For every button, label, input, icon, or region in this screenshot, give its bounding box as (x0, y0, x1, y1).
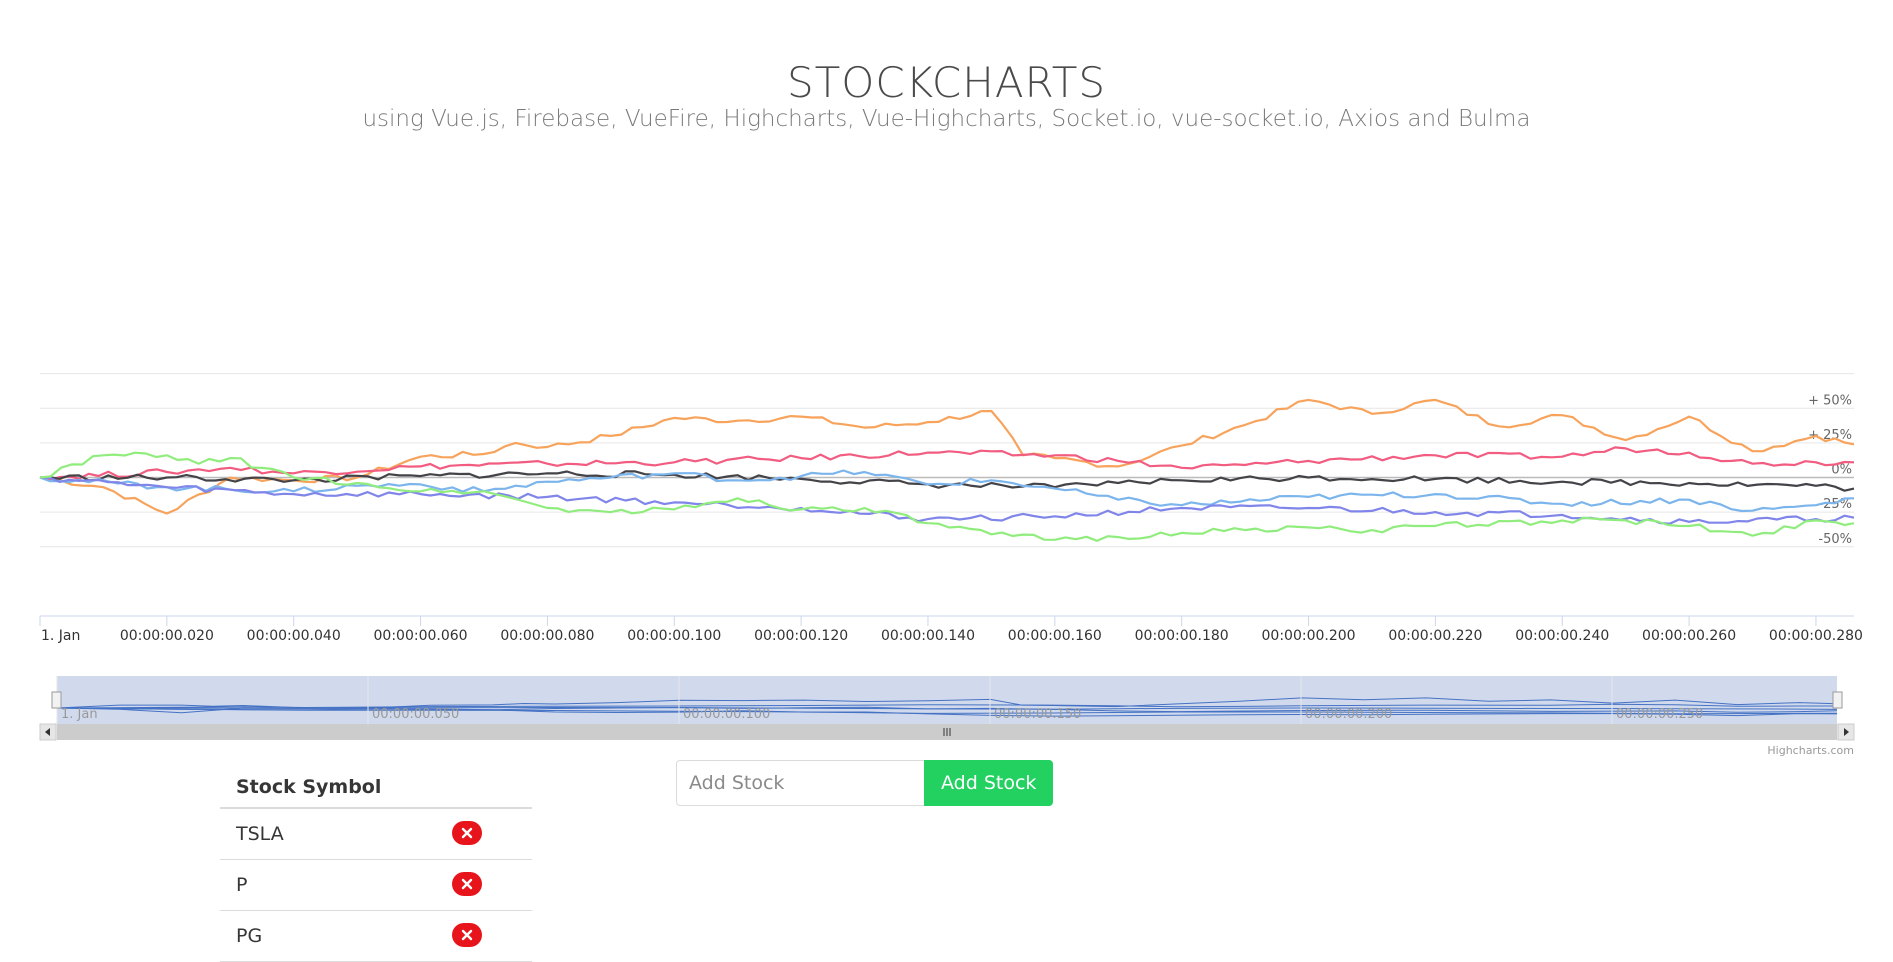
arrow-left-icon[interactable] (39, 723, 57, 741)
stock-chart[interactable]: 1. Jan 00:00:00.020 00:00:00.040 00:00:00.0… (0, 250, 1893, 770)
x-tick-label: 00:00:00.200 (1262, 628, 1356, 644)
series-line[interactable] (39, 446, 1855, 482)
navigator-line (56, 706, 1838, 713)
x-tick-label: 00:00:00.160 (1008, 628, 1102, 644)
x-tick-label: 00:00:00.260 (1642, 628, 1736, 644)
x-tick-label: 00:00:00.080 (500, 628, 594, 644)
navigator-handle-left[interactable] (51, 691, 62, 709)
navigator-line (56, 703, 1837, 709)
stock-symbol: PG (236, 925, 263, 947)
navigator-label: 00:00:00.150 (994, 707, 1081, 722)
navigator-label: 00:00:00.050 (372, 707, 459, 722)
page-subtitle: using Vue.js, Firebase, VueFire, Highcha… (362, 106, 1531, 132)
x-tick-label: 00:00:00.280 (1769, 628, 1863, 644)
close-icon (461, 827, 473, 839)
navigator-mask[interactable] (57, 676, 1837, 726)
navigator-label: 1. Jan (61, 707, 98, 722)
chart-series (39, 398, 1855, 542)
x-tick-label: 00:00:00.140 (881, 628, 975, 644)
series-line[interactable] (39, 469, 1855, 513)
x-axis: 1. Jan 00:00:00.020 00:00:00.040 00:00:00.0… (39, 615, 1863, 644)
delete-stock-button[interactable] (452, 821, 482, 845)
y-tick-label: -50% (1818, 532, 1852, 547)
navigator-line (56, 704, 1838, 717)
x-tick-label: 00:00:00.100 (627, 628, 721, 644)
table-header: Stock Symbol (220, 765, 532, 809)
series-line[interactable] (39, 451, 1855, 542)
navigator-scrollbar[interactable] (39, 723, 1855, 741)
stock-table: Stock Symbol TSLA P PG (220, 765, 532, 962)
series-line[interactable] (39, 470, 1855, 492)
chart-credits[interactable]: Highcharts.com (1767, 744, 1854, 757)
table-row: PG (220, 911, 532, 962)
series-line[interactable] (39, 476, 1855, 525)
x-tick-label: 00:00:00.060 (374, 628, 468, 644)
y-axis: + 50% + 25% 0% -25% -50% (1808, 393, 1852, 547)
y-tick-label: 0% (1831, 463, 1852, 478)
add-stock-form: Add Stock (676, 760, 1054, 806)
stock-symbol: P (236, 874, 248, 896)
add-stock-button[interactable]: Add Stock (924, 760, 1054, 806)
navigator-label: 00:00:00.250 (1616, 707, 1703, 722)
x-tick-label: 00:00:00.180 (1135, 628, 1229, 644)
x-tick-label: 00:00:00.120 (754, 628, 848, 644)
page-title: STOCKCHARTS (786, 58, 1107, 107)
navigator-label: 00:00:00.200 (1305, 707, 1392, 722)
x-tick-label: 00:00:00.020 (120, 628, 214, 644)
series-line[interactable] (39, 398, 1855, 515)
y-tick-label: + 50% (1808, 393, 1852, 408)
navigator-label: 00:00:00.100 (683, 707, 770, 722)
close-icon (461, 878, 473, 890)
delete-stock-button[interactable] (452, 923, 482, 947)
stock-symbol-input[interactable] (676, 760, 924, 806)
x-tick-label: 1. Jan (41, 628, 80, 644)
chart-navigator[interactable]: 1. Jan 00:00:00.050 00:00:00.100 00:00:00.1… (39, 676, 1855, 741)
navigator-labels: 1. Jan 00:00:00.050 00:00:00.100 00:00:00.1… (56, 676, 1703, 724)
stock-symbol: TSLA (236, 823, 284, 845)
table-body: TSLA P PG (220, 809, 532, 962)
grip-icon[interactable] (943, 728, 951, 736)
y-tick-label: + 25% (1808, 428, 1852, 443)
arrow-right-icon[interactable] (1837, 723, 1855, 741)
delete-stock-button[interactable] (452, 872, 482, 896)
navigator-handle-right[interactable] (1832, 691, 1843, 709)
table-row: P (220, 860, 532, 911)
close-icon (461, 929, 473, 941)
x-tick-label: 00:00:00.220 (1388, 628, 1482, 644)
chart-grid (40, 373, 1854, 548)
y-tick-label: -25% (1818, 497, 1852, 512)
table-row: TSLA (220, 809, 532, 860)
x-tick-label: 00:00:00.040 (247, 628, 341, 644)
x-tick-label: 00:00:00.240 (1515, 628, 1609, 644)
